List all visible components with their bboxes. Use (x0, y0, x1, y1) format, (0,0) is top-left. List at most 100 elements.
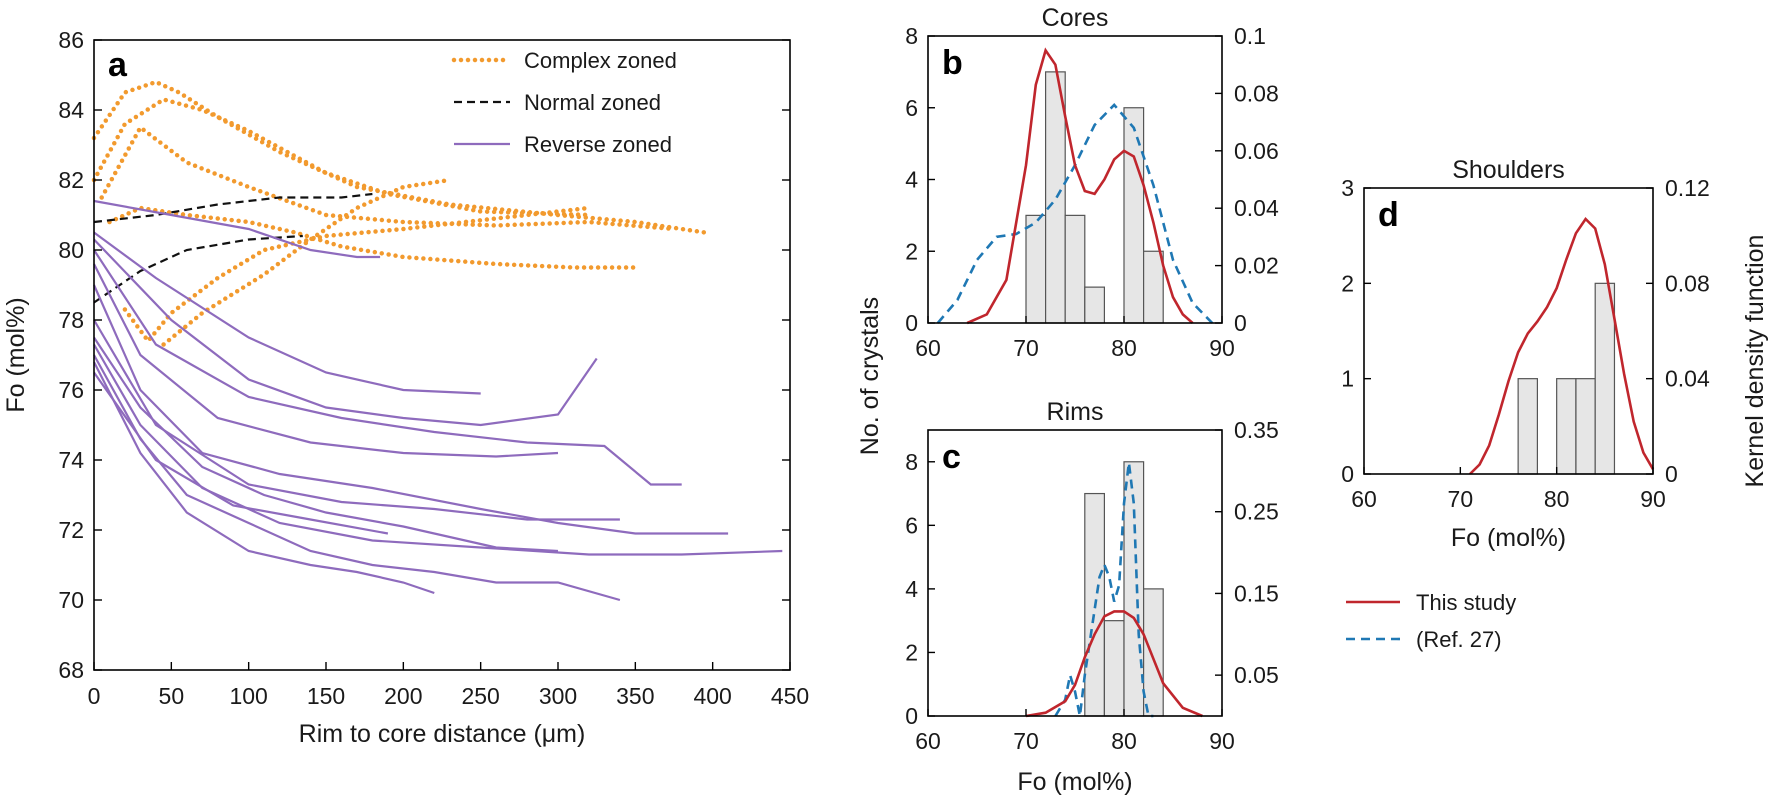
panel-a-ytick-label: 70 (58, 587, 84, 613)
panel-b-label: b (942, 44, 963, 82)
legend-a-label-normal: Normal zoned (524, 90, 661, 115)
panel-a-label: a (108, 46, 128, 84)
panel-a-series-dotted-5 (161, 177, 452, 347)
panel-b-bar (1025, 214, 1047, 324)
panel-d-ytick-label: 1 (1341, 366, 1354, 392)
panel-a-series-solid-12 (93, 263, 559, 458)
panel-d-ytick-label: 0 (1341, 461, 1354, 487)
panel-a-series-solid-19 (93, 371, 389, 535)
panel-a-ylabel: Fo (mol%) (2, 297, 30, 412)
panel-c-bar (1103, 620, 1125, 717)
panel-a-xtick-label: 150 (307, 683, 345, 709)
panel-a-series-solid-18 (93, 361, 435, 595)
panel-c-frame (927, 429, 1223, 717)
panel-a-xtick-label: 100 (229, 683, 267, 709)
panel-b-xtick-label: 70 (1013, 335, 1039, 361)
panel-c-xlabel: Fo (mol%) (1017, 768, 1132, 796)
panel-c-xtick-label: 70 (1013, 728, 1039, 754)
panel-b-xtick-label: 80 (1111, 335, 1137, 361)
panel-a-series-solid-8 (93, 199, 381, 259)
panel-a-series-dashed-7 (93, 234, 303, 304)
panel-a-xtick-label: 0 (88, 683, 101, 709)
panel-d-xlabel: Fo (mol%) (1451, 524, 1566, 552)
panel-a-ytick-label: 76 (58, 377, 84, 403)
panel-d-frame (1363, 187, 1654, 475)
panel-b-ytick-label: 2 (905, 238, 918, 264)
panel-d-ytick-label: 2 (1341, 270, 1354, 296)
panel-a-series-dotted-4 (107, 205, 638, 270)
panel-a-xtick-label: 250 (461, 683, 499, 709)
panel-a-series-solid-14 (93, 319, 620, 521)
legend-a-label-complex: Complex zoned (524, 48, 677, 73)
panel-c-xtick-label: 90 (1209, 728, 1235, 754)
panel-a-series-solid-10 (93, 238, 598, 427)
panel-c-y2tick-label: 0.35 (1234, 417, 1279, 443)
panel-b-y2tick-label: 0.1 (1234, 23, 1266, 49)
legend-kde-label-ref: (Ref. 27) (1416, 627, 1502, 652)
panel-b-ytick-label: 4 (905, 167, 918, 193)
panel-a-xtick-label: 400 (693, 683, 731, 709)
panel-c-y2tick-label: 0.05 (1234, 662, 1279, 688)
panel-a-series-solid-17 (93, 354, 621, 602)
panel-a-ytick-label: 82 (58, 167, 84, 193)
panel-a-ytick-label: 72 (58, 517, 84, 543)
panel-a-ytick-label: 80 (58, 237, 84, 263)
panel-a-xtick-label: 450 (771, 683, 809, 709)
panel-d-bar (1594, 282, 1616, 475)
panel-b-ytick-label: 0 (905, 310, 918, 336)
panel-d-y2label: Kernel density function (1741, 235, 1769, 488)
panel-b-xtick-label: 60 (915, 335, 941, 361)
panel-a-ytick-label: 84 (58, 97, 84, 123)
panel-a-xtick-label: 350 (616, 683, 654, 709)
panel-c-xtick-label: 60 (915, 728, 941, 754)
panel-d-bar (1556, 378, 1577, 475)
panel-c-ytick-label: 8 (905, 449, 918, 475)
panel-a-ytick-label: 74 (58, 447, 84, 473)
panel-a-ytick-label: 86 (58, 27, 84, 53)
panel-b-y2tick-label: 0 (1234, 310, 1247, 336)
panel-b-xtick-label: 90 (1209, 335, 1235, 361)
panel-a-series-dotted-3 (122, 205, 592, 345)
panel-a-series-dashed-6 (93, 192, 373, 224)
panel-c-y2tick-label: 0.25 (1234, 499, 1279, 525)
panel-a-xtick-label: 300 (539, 683, 577, 709)
panel-d-y2tick-label: 0 (1665, 461, 1678, 487)
panel-d-xtick-label: 90 (1640, 486, 1666, 512)
panel-d-ytick-label: 3 (1341, 175, 1354, 201)
legend-a-label-reverse: Reverse zoned (524, 132, 672, 157)
panel-a-series-solid-9 (93, 231, 481, 395)
panel-b-bar (1142, 250, 1164, 324)
panel-b-bar (1064, 214, 1086, 324)
panel-b-kde-this-study (966, 47, 1194, 325)
panel-c-y2tick-label: 0.15 (1234, 580, 1279, 606)
text-labels: 0 50 100 150 200 250 300 350 400 4506870727476788… (2, 4, 1769, 796)
panel-b-y2tick-label: 0.06 (1234, 138, 1279, 164)
panel-a-series-dotted-2 (99, 124, 677, 232)
panel-b-y2tick-label: 0.04 (1234, 195, 1279, 221)
panel-c-title: Rims (1047, 398, 1104, 426)
panel-d-kde-this-study (1469, 216, 1655, 475)
panel-c-ytick-label: 2 (905, 639, 918, 665)
panel-b-bar (1044, 71, 1066, 324)
panel-b-y2tick-label: 0.02 (1234, 253, 1279, 279)
panel-c-ytick-label: 0 (905, 703, 918, 729)
panel-d-bar (1517, 378, 1538, 475)
axes (93, 35, 1654, 717)
panel-a-xtick-label: 200 (384, 683, 422, 709)
panel-c-xtick-label: 80 (1111, 728, 1137, 754)
panel-a-series-solid-16 (93, 343, 783, 556)
panel-d-y2tick-label: 0.12 (1665, 175, 1710, 201)
panel-a-xlabel: Rim to core distance (μm) (299, 720, 586, 748)
panel-d-y2tick-label: 0.04 (1665, 366, 1710, 392)
panel-a-frame (93, 39, 791, 671)
panel-a-series-solid-11 (93, 249, 682, 486)
panel-b-bar (1084, 286, 1106, 324)
panel-b-title: Cores (1042, 4, 1109, 32)
panel-a-ytick-label: 68 (58, 657, 84, 683)
legend-kde-label-this-study: This study (1416, 590, 1516, 615)
panel-b-ytick-label: 8 (905, 23, 918, 49)
data-series (91, 47, 1655, 718)
panel-d-bar (1575, 378, 1596, 475)
panel-a-series-solid-15 (93, 336, 559, 553)
